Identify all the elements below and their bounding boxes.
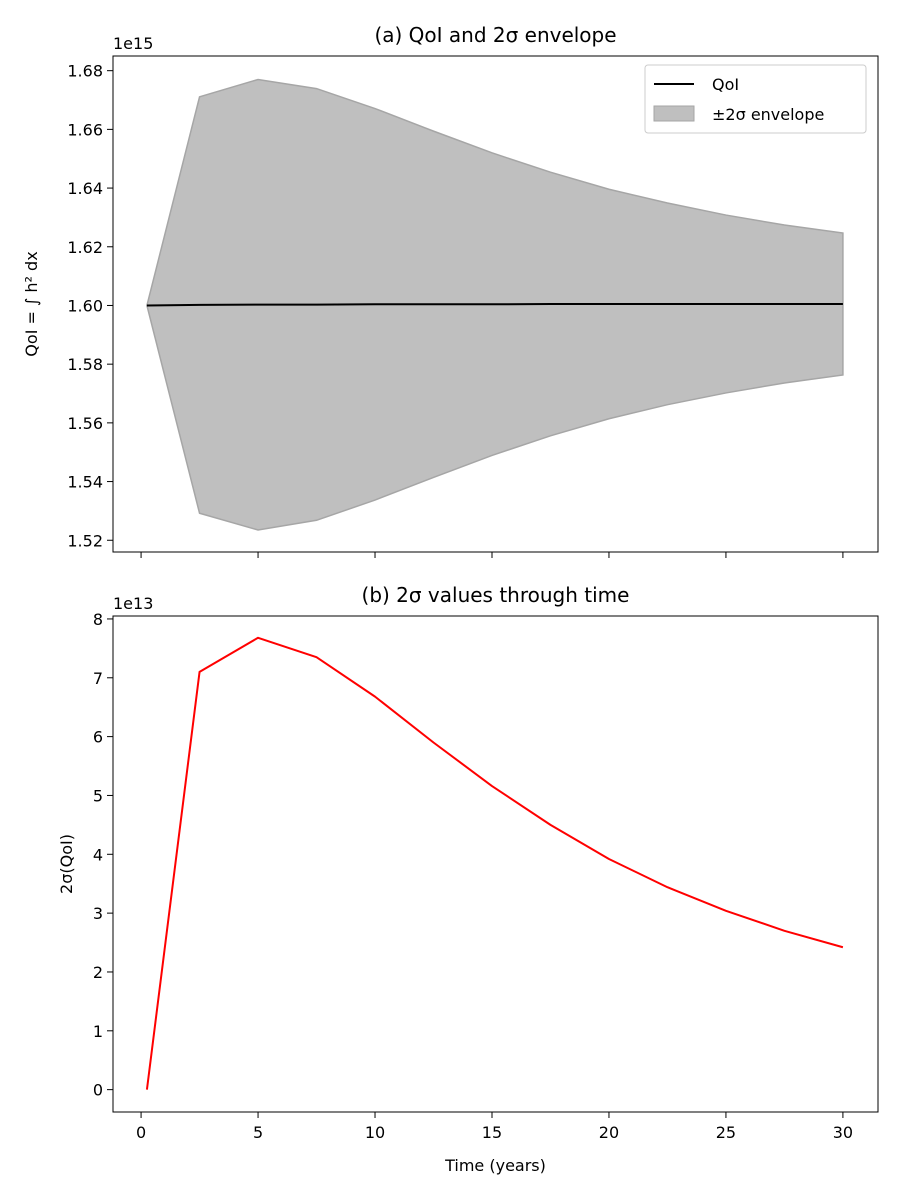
x-tick-label: 20	[599, 1123, 619, 1142]
panel-a-frame	[112, 55, 879, 553]
two-sigma-line	[145, 636, 844, 1090]
y-tick-label: 1.66	[67, 120, 103, 139]
y-tick-label: 4	[93, 845, 103, 864]
y-tick-label: 1.60	[67, 296, 103, 315]
panel-a-legend: QoI ±2σ envelope	[644, 64, 867, 134]
panel-b-y-axis-label: 2σ(QoI)	[57, 834, 76, 894]
panel-a-title: (a) QoI and 2σ envelope	[374, 23, 616, 47]
y-tick-label: 2	[93, 963, 103, 982]
panel-b-x-ticks: 0 5 10 15 20 25 30	[136, 1112, 853, 1142]
panel-a-x-ticks	[140, 552, 844, 558]
y-tick-label: 1.54	[67, 473, 103, 492]
panel-a-y-axis-label: QoI = ∫ h² dx	[22, 251, 41, 356]
panel-b-offset-text: 1e13	[113, 594, 153, 613]
y-tick-label: 1	[93, 1022, 103, 1041]
panel-a-plot-area	[146, 78, 844, 531]
y-tick-label: 1.58	[67, 355, 103, 374]
legend-envelope-label: ±2σ envelope	[712, 105, 824, 124]
panel-a-qoi-envelope: 1.52 1.54 1.56 1.58 1.60 1.62 1.64 1.66 1.68 (a)…	[22, 23, 879, 558]
y-tick-label: 7	[93, 669, 103, 688]
y-tick-label: 1.68	[67, 62, 103, 81]
qoi-line	[146, 303, 843, 307]
y-tick-label: 3	[93, 904, 103, 923]
panel-b-title: (b) 2σ values through time	[362, 583, 630, 607]
legend-envelope-swatch	[653, 105, 695, 122]
y-tick-label: 1.62	[67, 238, 103, 257]
x-tick-label: 5	[253, 1123, 263, 1142]
panel-a-offset-text: 1e15	[113, 34, 153, 53]
x-tick-label: 25	[716, 1123, 736, 1142]
y-tick-label: 1.52	[67, 531, 103, 550]
x-tick-label: 15	[482, 1123, 502, 1142]
panel-b-x-axis-label: Time (years)	[444, 1156, 546, 1175]
x-tick-label: 30	[833, 1123, 853, 1142]
y-tick-label: 8	[93, 610, 103, 629]
panel-b-frame	[112, 615, 879, 1113]
x-tick-label: 0	[136, 1123, 146, 1142]
y-tick-label: 5	[93, 786, 103, 805]
legend-frame	[644, 64, 867, 134]
y-tick-label: 6	[93, 728, 103, 747]
panel-b-y-ticks: 0 1 2 3 4 5 6 7 8	[93, 610, 113, 1100]
y-tick-label: 0	[93, 1081, 103, 1100]
panel-b-plot-area	[145, 636, 844, 1090]
x-tick-label: 10	[365, 1123, 385, 1142]
legend-qoi-label: QoI	[712, 75, 739, 94]
y-tick-label: 1.64	[67, 179, 103, 198]
panel-b-two-sigma: 0 5 10 15 20 25 30 0 1 2 3 4 5 6 7 8 (b) 2σ values thr…	[57, 583, 879, 1175]
y-tick-label: 1.56	[67, 414, 103, 433]
panel-a-y-ticks: 1.52 1.54 1.56 1.58 1.60 1.62 1.64 1.66 1.68	[67, 62, 113, 550]
